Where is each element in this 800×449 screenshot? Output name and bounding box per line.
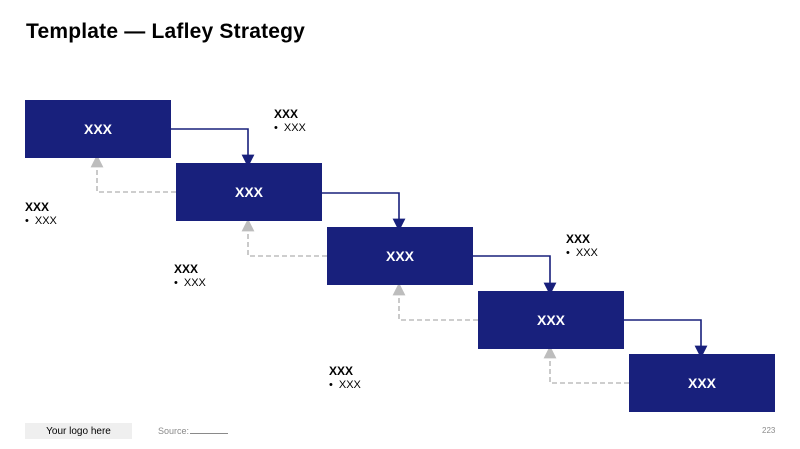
note-3: XXX XXX: [566, 232, 598, 259]
note-bullet: XXX: [329, 379, 361, 391]
note-bullet: XXX: [174, 277, 206, 289]
feedback-arrow-4: [543, 345, 629, 384]
forward-arrow-4: [624, 319, 708, 359]
note-heading: XXX: [566, 232, 591, 246]
note-heading: XXX: [25, 200, 50, 214]
step-box-2: XXX: [176, 163, 322, 221]
forward-arrow-3: [473, 255, 557, 296]
forward-arrow-1: [171, 128, 255, 168]
feedback-arrow-1: [90, 154, 176, 193]
note-bullet: XXX: [566, 247, 598, 259]
note-2: XXX XXX: [25, 200, 57, 227]
note-5: XXX XXX: [329, 364, 361, 391]
note-heading: XXX: [274, 107, 299, 121]
logo-placeholder: Your logo here: [25, 423, 132, 439]
source-blank: [190, 433, 229, 434]
note-heading: XXX: [174, 262, 199, 276]
note-1: XXX XXX: [274, 107, 306, 134]
step-box-4: XXX: [478, 291, 624, 349]
source-label: Source:: [158, 426, 190, 436]
step-box-3: XXX: [327, 227, 473, 285]
note-4: XXX XXX: [174, 262, 206, 289]
step-box-5: XXX: [629, 354, 775, 412]
note-bullet: XXX: [274, 122, 306, 134]
forward-arrow-2: [322, 192, 406, 232]
step-box-1: XXX: [25, 100, 171, 158]
feedback-arrow-2: [241, 218, 327, 257]
page-title: Template — Lafley Strategy: [26, 20, 306, 43]
source-line: Source:: [158, 426, 229, 436]
note-bullet: XXX: [25, 215, 57, 227]
feedback-arrow-3: [392, 282, 478, 321]
page-number: 223: [762, 426, 776, 435]
note-heading: XXX: [329, 364, 354, 378]
